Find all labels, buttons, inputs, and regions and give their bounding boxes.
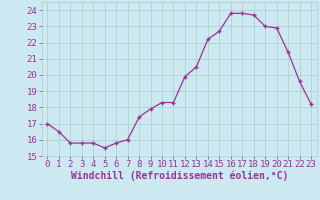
X-axis label: Windchill (Refroidissement éolien,°C): Windchill (Refroidissement éolien,°C) [70, 171, 288, 181]
